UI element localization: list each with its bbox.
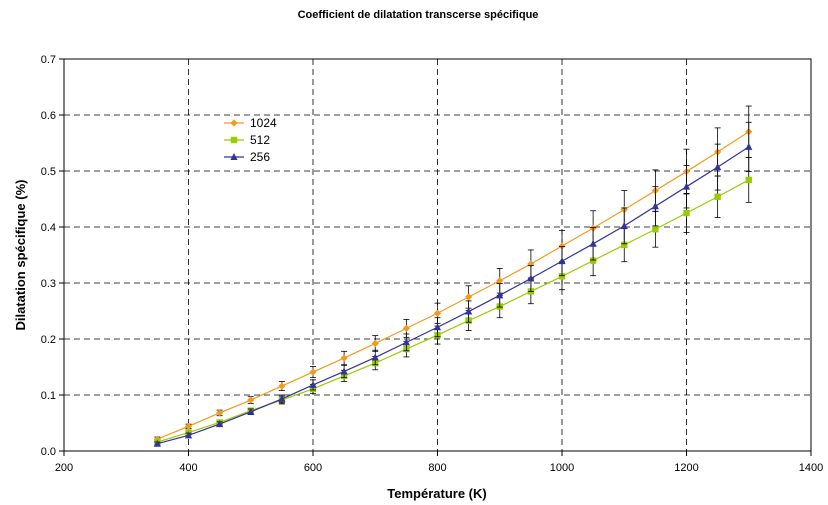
y-tick-label: 0.1 bbox=[41, 390, 56, 402]
data-point bbox=[247, 396, 255, 404]
series-group bbox=[153, 105, 753, 447]
data-point bbox=[309, 368, 317, 376]
y-axis-label: Dilatation spécifique (%) bbox=[13, 180, 28, 331]
data-point bbox=[496, 277, 504, 285]
data-point bbox=[402, 338, 410, 346]
y-tick-label: 0.2 bbox=[41, 334, 56, 346]
y-tick-label: 0.4 bbox=[41, 222, 56, 234]
data-point bbox=[558, 242, 566, 250]
x-axis-label: Température (K) bbox=[387, 486, 486, 501]
series-256 bbox=[153, 121, 753, 447]
data-point bbox=[527, 274, 535, 282]
x-axis-ticks: 200 400 600 800 1000 1200 1400 bbox=[55, 451, 823, 474]
data-point bbox=[153, 439, 161, 447]
data-point bbox=[558, 273, 566, 280]
series-512 bbox=[154, 157, 752, 446]
grid bbox=[64, 59, 811, 451]
y-tick-label: 0.7 bbox=[41, 54, 56, 66]
data-point bbox=[714, 163, 722, 171]
legend-label: 256 bbox=[250, 150, 270, 164]
data-point bbox=[745, 142, 753, 150]
data-point bbox=[621, 241, 628, 249]
data-point bbox=[651, 202, 659, 210]
y-axis-ticks: 0.0 0.1 0.2 0.3 0.4 0.5 0.6 0.7 bbox=[41, 54, 64, 458]
data-point bbox=[589, 257, 597, 264]
data-point bbox=[589, 239, 597, 247]
legend-item-256: 256 bbox=[224, 150, 270, 164]
legend-item-512: 512 bbox=[224, 133, 270, 147]
legend-marker bbox=[230, 136, 238, 144]
legend-item-1024: 1024 bbox=[224, 116, 277, 130]
x-tick-label: 1400 bbox=[799, 462, 823, 474]
x-tick-label: 800 bbox=[428, 462, 446, 474]
series-line bbox=[157, 131, 750, 440]
legend-label: 1024 bbox=[250, 116, 277, 130]
data-point bbox=[340, 354, 348, 362]
data-point bbox=[340, 367, 348, 375]
data-point bbox=[184, 431, 193, 439]
x-tick-label: 1200 bbox=[674, 462, 698, 474]
data-point bbox=[433, 323, 442, 331]
series-line bbox=[157, 179, 750, 443]
data-point bbox=[496, 291, 504, 299]
legend: 1024 512 256 bbox=[224, 116, 277, 164]
x-tick-label: 400 bbox=[179, 462, 197, 474]
data-point bbox=[682, 182, 691, 190]
data-point bbox=[247, 407, 255, 415]
data-point bbox=[465, 293, 473, 301]
data-point bbox=[683, 209, 690, 217]
data-point bbox=[216, 409, 224, 417]
y-tick-label: 0.0 bbox=[41, 446, 56, 458]
data-point bbox=[402, 324, 410, 332]
data-point bbox=[278, 382, 286, 390]
data-point bbox=[216, 420, 224, 428]
data-point bbox=[278, 394, 286, 402]
data-point bbox=[465, 307, 473, 315]
data-point bbox=[620, 221, 628, 229]
x-tick-label: 600 bbox=[304, 462, 322, 474]
data-point bbox=[652, 226, 659, 233]
y-tick-label: 0.3 bbox=[41, 278, 56, 290]
data-point bbox=[745, 176, 752, 184]
data-point bbox=[558, 257, 566, 265]
x-tick-label: 200 bbox=[55, 462, 73, 474]
data-point bbox=[527, 260, 535, 268]
data-point bbox=[371, 339, 379, 348]
legend-marker bbox=[230, 153, 238, 160]
legend-label: 512 bbox=[250, 133, 270, 147]
data-point bbox=[714, 193, 721, 200]
chart-title: Coefficient de dilatation transcerse spé… bbox=[298, 9, 539, 21]
data-point bbox=[433, 309, 442, 317]
data-point bbox=[371, 353, 379, 361]
series-line bbox=[157, 146, 750, 445]
x-tick-label: 1000 bbox=[550, 462, 574, 474]
legend-marker bbox=[230, 119, 238, 127]
data-point bbox=[184, 422, 193, 430]
y-tick-label: 0.6 bbox=[41, 110, 56, 122]
data-point bbox=[309, 380, 317, 388]
y-tick-label: 0.5 bbox=[41, 166, 56, 178]
